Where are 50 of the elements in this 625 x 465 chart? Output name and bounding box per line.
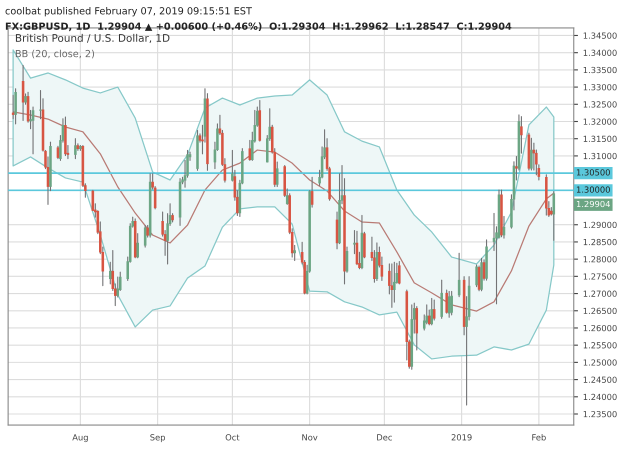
y-tick-label: 1.26500	[584, 308, 617, 314]
y-tick-label: 1.25500	[584, 342, 617, 348]
y-tick-label: 1.28500	[584, 238, 617, 246]
candlestick	[398, 261, 401, 284]
x-tick-label: Nov	[302, 434, 318, 440]
candlestick	[448, 290, 450, 318]
candlestick	[144, 224, 146, 248]
x-tick-label: Aug	[72, 434, 88, 442]
candlestick	[458, 252, 460, 298]
candlestick	[32, 106, 34, 154]
y-tick-label: 1.34500	[584, 32, 617, 39]
y-tick-label: 1.31000	[584, 152, 617, 160]
annotation: 1.29904	[576, 200, 610, 208]
candlestick	[56, 146, 60, 160]
ref-line-label: 1.30500	[576, 169, 610, 176]
candlestick	[430, 298, 433, 326]
text: BB (20, close, 2)	[16, 50, 94, 58]
x-tick-label: Feb	[532, 434, 546, 440]
annotation: FX:GBPUSD, 1D 1.29904 ▲ +0.00600 (+0.46%) O:1.29304 H:1.29962 L:1.28547 C:1.29904	[6, 22, 512, 32]
y-tick-label: 1.33000	[584, 84, 617, 90]
y-tick-label: 1.24000	[584, 394, 617, 400]
y-tick-label: 1.25000	[584, 359, 617, 366]
x-tick-label: Sep	[150, 434, 166, 442]
x-tick-label: Dec	[377, 434, 392, 440]
candlestick	[390, 263, 394, 308]
y-tick-label: 1.31500	[584, 136, 617, 142]
y-tick-label: 1.27500	[584, 273, 617, 280]
candlestick	[450, 290, 453, 316]
candlestick	[22, 64, 24, 122]
y-tick-label: 1.26000	[584, 324, 617, 332]
text: British Pound / U.S. Dollar, 1D	[16, 34, 170, 43]
text: coolbat published February 07, 2019 09:15:51 EST	[6, 6, 252, 16]
x-tick-label: Oct	[226, 434, 240, 440]
y-tick-label: 1.27000	[584, 290, 617, 297]
candlestick	[552, 191, 556, 241]
y-tick-label: 1.23500	[584, 410, 617, 418]
candlestick	[14, 88, 17, 124]
candlestick	[445, 290, 448, 314]
y-tick-label: 1.24500	[584, 376, 617, 383]
y-tick-label: 1.29000	[584, 222, 617, 228]
candlestick	[74, 138, 77, 160]
y-tick-label: 1.32500	[584, 101, 617, 108]
y-tick-label: 1.32000	[584, 118, 617, 125]
y-tick-label: 1.34000	[584, 50, 617, 56]
y-tick-label: 1.33500	[584, 66, 617, 74]
y-tick-label: 1.28000	[584, 256, 617, 262]
candlestick	[356, 230, 358, 266]
candlestick	[440, 280, 443, 319]
x-tick-label: 2019	[452, 434, 472, 440]
ref-line-label: 1.30000	[576, 186, 610, 193]
